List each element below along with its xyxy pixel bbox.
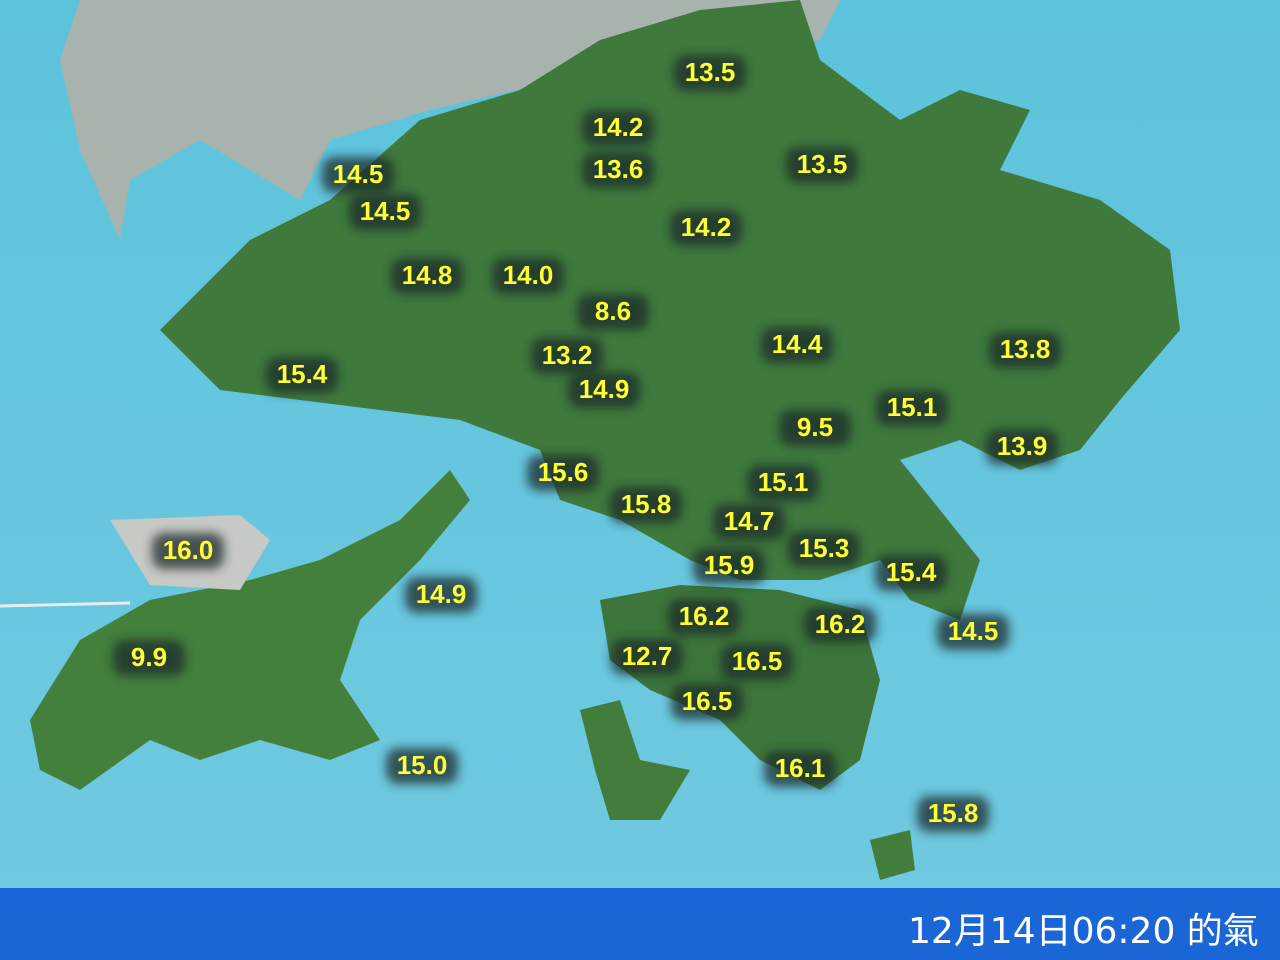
label-shadow: [989, 332, 1061, 368]
temperature: 14.7: [724, 506, 775, 536]
label-shadow: [786, 147, 858, 183]
temperature: 16.2: [815, 609, 866, 639]
label-shadow: [582, 110, 654, 146]
lamma-island: [580, 700, 690, 820]
temperature: 13.5: [797, 149, 848, 179]
label-shadow: [568, 372, 640, 408]
temperature: 14.5: [333, 159, 384, 189]
lantau-island: [30, 470, 470, 790]
new-territories-kowloon: [160, 0, 1180, 620]
temperature: 16.5: [682, 686, 733, 716]
label-shadow: [671, 684, 743, 720]
temperature: 12.7: [622, 641, 673, 671]
label-shadow: [674, 55, 746, 91]
label-shadow: [875, 555, 947, 591]
label-shadow: [266, 357, 338, 393]
temperature: 14.8: [402, 260, 453, 290]
footer-bar: 12月14日06:20 的氣: [0, 888, 1280, 960]
temperature: 13.6: [593, 154, 644, 184]
temperature: 15.0: [397, 750, 448, 780]
label-shadow: [747, 465, 819, 501]
label-shadow: [531, 338, 603, 374]
label-shadow: [577, 294, 649, 330]
temperature: 15.6: [538, 457, 589, 487]
temperature: 15.4: [277, 359, 328, 389]
label-shadow: [917, 796, 989, 832]
temperature: 16.0: [163, 535, 214, 565]
temperature: 13.9: [997, 431, 1048, 461]
temperature: 14.0: [503, 260, 554, 290]
label-shadow: [804, 607, 876, 643]
temperature: 15.3: [799, 533, 850, 563]
label-shadow: [611, 639, 683, 675]
label-shadow: [391, 258, 463, 294]
temperature: 14.4: [772, 329, 823, 359]
label-shadow: [693, 548, 765, 584]
temperature: 14.9: [579, 374, 630, 404]
label-shadow: [668, 599, 740, 635]
label-shadow: [582, 152, 654, 188]
label-shadow: [876, 390, 948, 426]
temperature: 14.2: [593, 112, 644, 142]
island: [870, 830, 915, 880]
temperature: 9.9: [131, 642, 167, 672]
temperature: 15.1: [758, 467, 809, 497]
label-shadow: [713, 504, 785, 540]
label-shadow: [349, 194, 421, 230]
label-shadow: [405, 577, 477, 613]
timestamp: 12月14日06:20 的氣: [908, 911, 1259, 952]
label-shadow: [986, 429, 1058, 465]
label-shadow: [113, 640, 185, 676]
temperature: 16.5: [732, 646, 783, 676]
label-shadow: [386, 748, 458, 784]
label-shadow: [937, 614, 1009, 650]
readings: 13.514.213.6 13.514.514.514.214.8 14.08.61…: [113, 55, 1061, 832]
label-shadow: [152, 533, 224, 569]
label-shadow: [670, 210, 742, 246]
label-shadow: [492, 258, 564, 294]
temperature: 15.8: [928, 798, 979, 828]
label-shadow: [322, 157, 394, 193]
temperature: 13.8: [1000, 334, 1051, 364]
label-shadow: [610, 487, 682, 523]
temperature: 15.4: [886, 557, 937, 587]
label-shadow: [764, 751, 836, 787]
temperature: 9.5: [797, 412, 833, 442]
temperature: 16.2: [679, 601, 730, 631]
temperature: 15.1: [887, 392, 938, 422]
temperature: 14.5: [948, 616, 999, 646]
temperature: 16.1: [775, 753, 826, 783]
label-shadow: [761, 327, 833, 363]
label-shadow: [527, 455, 599, 491]
temperature: 15.8: [621, 489, 672, 519]
temperature: 14.5: [360, 196, 411, 226]
temperature: 13.2: [542, 340, 593, 370]
temperature: 14.2: [681, 212, 732, 242]
label-shadow: [788, 531, 860, 567]
bridge: [0, 601, 131, 608]
temperature: 13.5: [685, 57, 736, 87]
label-shadow: [721, 644, 793, 680]
temperature: 14.9: [416, 579, 467, 609]
map: 13.514.213.6 13.514.514.514.214.8 14.08.61…: [0, 0, 1280, 888]
temperature: 15.9: [704, 550, 755, 580]
label-shadow: [779, 410, 851, 446]
temperature: 8.6: [595, 296, 631, 326]
